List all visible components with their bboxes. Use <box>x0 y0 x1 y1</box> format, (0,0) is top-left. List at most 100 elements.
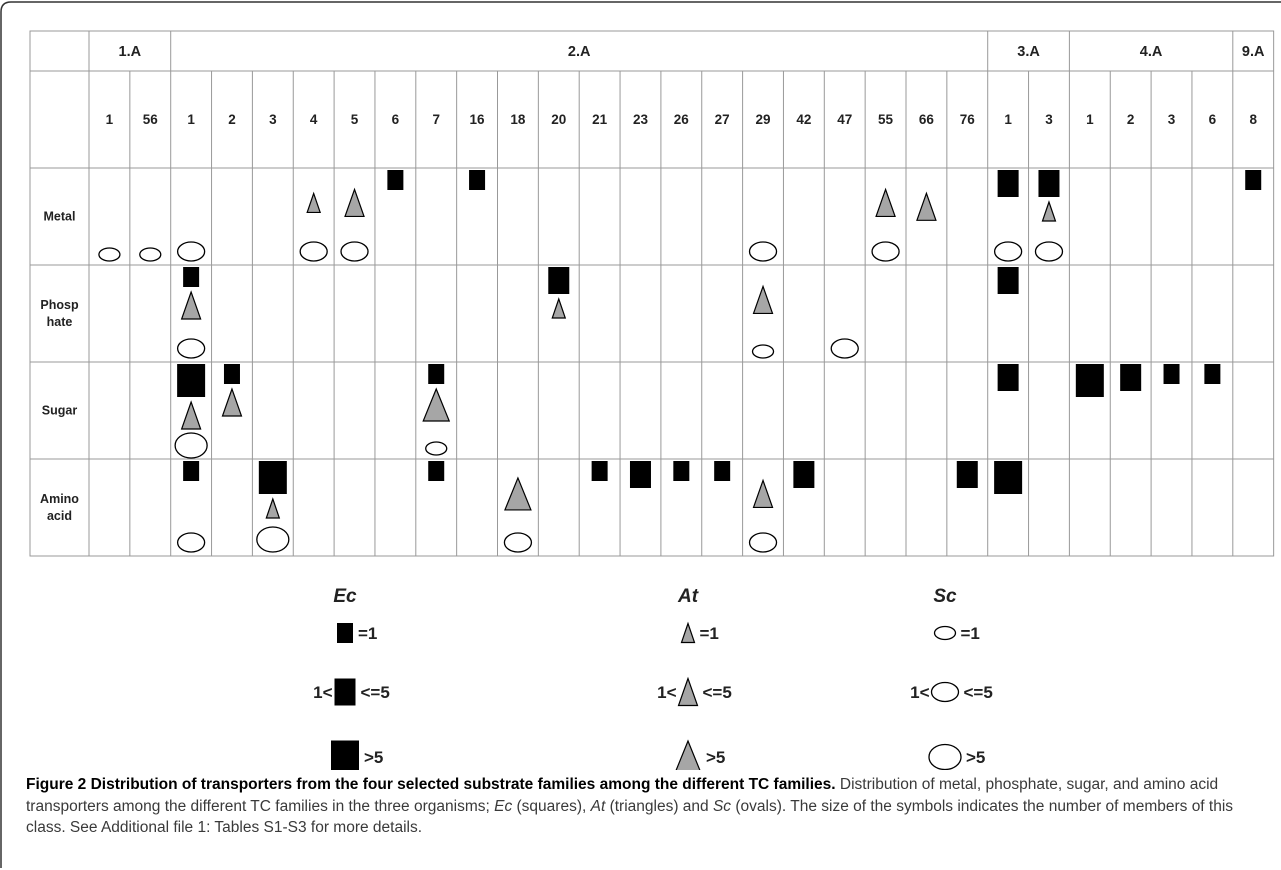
cell-marks <box>751 284 775 359</box>
ec-square <box>258 461 287 494</box>
sc-oval <box>425 441 448 456</box>
cell-marks <box>503 476 533 553</box>
cell-marks <box>673 461 690 481</box>
legend-entry: =1 <box>933 624 980 643</box>
at-triangle <box>1041 200 1057 222</box>
row-label-amino-acid: acid <box>47 509 72 523</box>
family-header: 2 <box>1127 112 1135 127</box>
ec-square <box>428 461 445 481</box>
family-header: 2 <box>228 112 236 127</box>
cell-marks <box>793 461 815 488</box>
cell-marks <box>993 170 1023 262</box>
family-header: 26 <box>674 112 690 127</box>
legend-prefix: 1< <box>910 683 929 702</box>
ec-square <box>183 461 200 481</box>
cell-marks <box>1075 364 1104 397</box>
cell-marks <box>830 338 859 359</box>
family-header: 1 <box>106 112 114 127</box>
legend-suffix: <=5 <box>361 683 390 702</box>
sc-oval <box>176 532 206 553</box>
caption-sc: Sc <box>712 797 732 815</box>
legend-entry: =1 <box>680 621 719 644</box>
ec-square <box>1163 364 1180 384</box>
at-triangle <box>422 387 451 422</box>
sc-oval <box>139 247 162 262</box>
caption-ec: Ec <box>494 797 513 815</box>
family-header: 20 <box>551 112 566 127</box>
cell-marks <box>221 364 243 417</box>
legend-entry: =1 <box>337 623 377 643</box>
cell-marks <box>548 267 570 319</box>
sc-oval <box>871 241 900 262</box>
ec-square <box>177 364 206 397</box>
ec-square <box>548 267 570 294</box>
sc-oval <box>1034 241 1064 262</box>
at-triangle <box>752 478 774 509</box>
family-header: 7 <box>432 112 440 127</box>
figure-caption: Figure 2 Distribution of transporters fr… <box>26 774 1266 839</box>
legend-square <box>334 678 356 706</box>
cell-marks <box>1163 364 1180 384</box>
legend-title-sc: Sc <box>933 586 957 607</box>
caption-ec-desc: (squares), <box>516 797 587 815</box>
at-triangle <box>504 476 532 511</box>
legend-oval <box>933 625 957 641</box>
ec-square <box>387 170 404 190</box>
family-header: 3 <box>269 112 277 127</box>
group-header-2.A: 2.A <box>568 44 591 60</box>
family-header: 21 <box>592 112 608 127</box>
legend-suffix: >5 <box>966 748 985 767</box>
cell-marks <box>174 364 208 459</box>
ec-square <box>714 461 731 481</box>
family-header: 27 <box>715 112 730 127</box>
group-header-9.A: 9.A <box>1242 44 1265 60</box>
legend-oval <box>930 681 960 703</box>
family-header: 66 <box>919 112 935 127</box>
group-header-1.A: 1.A <box>119 44 142 60</box>
ec-square <box>1245 170 1262 190</box>
row-labels: Metal Phosp hate Sugar Amino acid <box>40 210 79 524</box>
cell-marks <box>997 267 1019 294</box>
family-header: 1 <box>1004 112 1012 127</box>
transporter-distribution-figure: 1.A 2.A 3.A 4.A 9.A1 56 1 2 3 4 5 6 7 16 18 20 21 23 26 27 2… <box>29 30 1275 770</box>
at-triangle <box>306 191 322 214</box>
at-triangle <box>344 187 365 218</box>
cell-marks <box>1245 170 1262 190</box>
legend: Ec=11< <=5>5At=11< <=5>5Sc=11< <=5>5 <box>313 586 993 770</box>
legend-suffix: =1 <box>358 624 377 643</box>
legend-entry: >5 <box>331 740 383 770</box>
caption-sc-desc: (ovals). <box>735 797 787 815</box>
caption-at: At <box>590 797 606 815</box>
cell-marks <box>428 461 445 481</box>
at-triangle <box>551 297 567 319</box>
legend-entry: >5 <box>675 739 725 770</box>
ec-square <box>1120 364 1142 391</box>
at-triangle <box>180 400 202 430</box>
sc-oval <box>98 247 121 262</box>
family-header: 56 <box>143 112 159 127</box>
cell-marks <box>871 187 900 262</box>
family-header: 18 <box>510 112 526 127</box>
cell-marks <box>422 364 451 456</box>
legend-entry: 1< <=5 <box>313 678 390 706</box>
table-header: 1.A 2.A 3.A 4.A 9.A1 56 1 2 3 4 5 6 7 16 18 20 21 23 26 27 2… <box>106 44 1265 127</box>
cell-marks <box>748 478 778 553</box>
cell-marks <box>176 241 206 262</box>
row-label-sugar: Sugar <box>42 404 78 418</box>
legend-entry: >5 <box>928 743 985 770</box>
cell-marks <box>994 461 1023 494</box>
cell-marks <box>1120 364 1142 391</box>
cell-marks <box>299 191 328 262</box>
legend-suffix: =1 <box>961 624 980 643</box>
sc-oval <box>340 241 369 262</box>
legend-suffix: <=5 <box>964 683 993 702</box>
cell-marks <box>340 187 369 262</box>
sc-oval <box>503 532 533 553</box>
family-header: 47 <box>837 112 852 127</box>
legend-suffix: <=5 <box>703 683 732 702</box>
at-triangle <box>265 497 281 519</box>
sc-oval <box>748 241 778 262</box>
family-header: 29 <box>756 112 771 127</box>
ec-square <box>956 461 978 488</box>
